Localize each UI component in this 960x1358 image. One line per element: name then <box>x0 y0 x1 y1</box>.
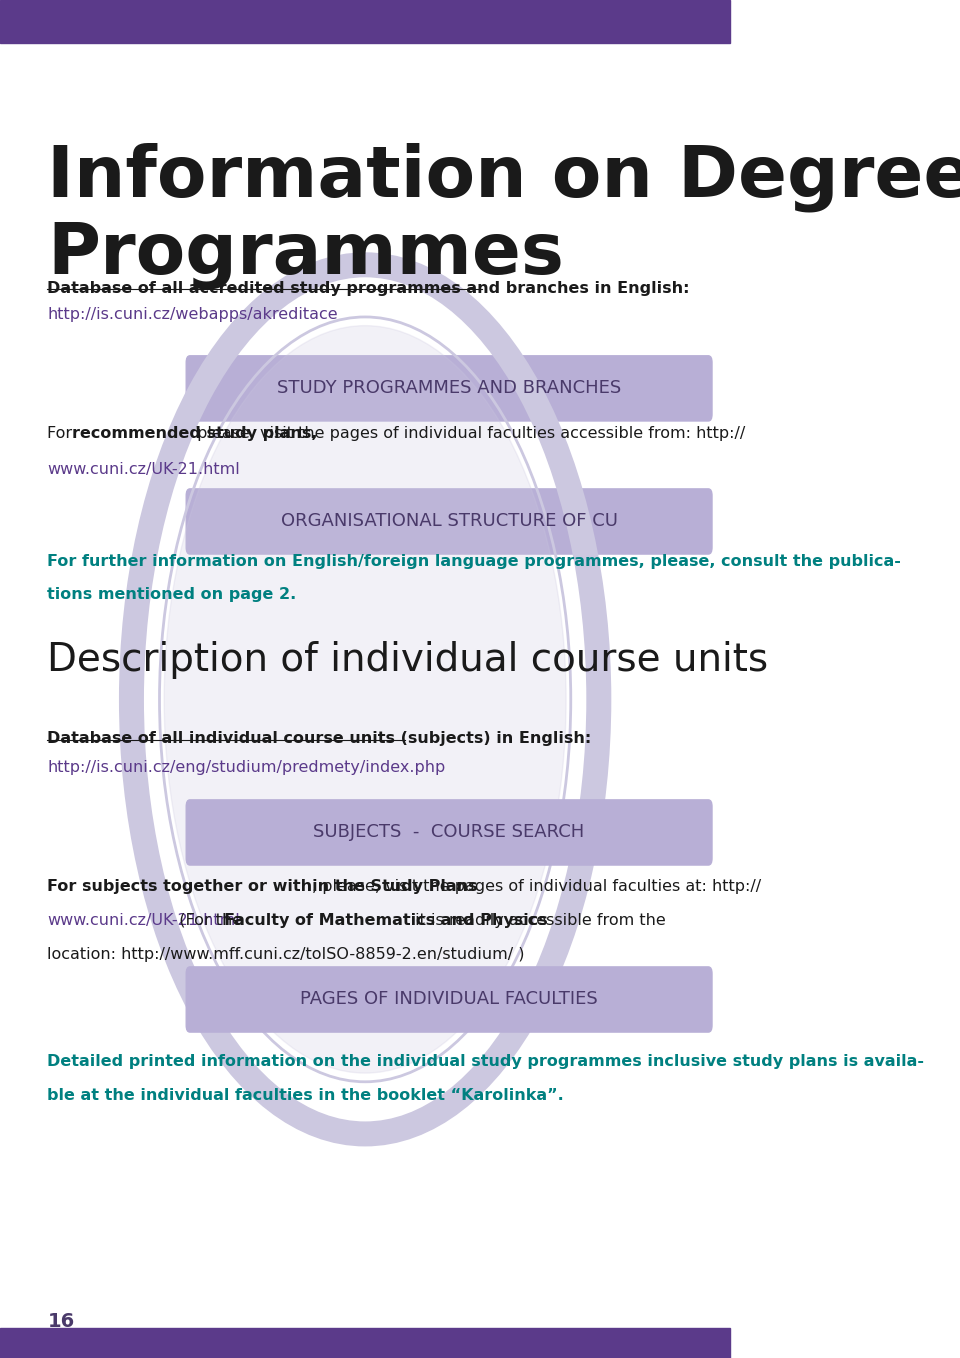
FancyBboxPatch shape <box>0 1328 731 1358</box>
Text: ORGANISATIONAL STRUCTURE OF CU: ORGANISATIONAL STRUCTURE OF CU <box>280 512 617 531</box>
Text: http://is.cuni.cz/eng/studium/predmety/index.php: http://is.cuni.cz/eng/studium/predmety/i… <box>47 760 445 775</box>
Text: PAGES OF INDIVIDUAL FACULTIES: PAGES OF INDIVIDUAL FACULTIES <box>300 990 598 1009</box>
Text: Detailed printed information on the individual study programmes inclusive study : Detailed printed information on the indi… <box>47 1054 924 1069</box>
Text: For: For <box>47 426 78 441</box>
FancyBboxPatch shape <box>186 800 712 865</box>
Text: Faculty of Mathematics and Physics: Faculty of Mathematics and Physics <box>225 913 548 928</box>
Text: For subjects together or within the Study Plans: For subjects together or within the Stud… <box>47 879 478 894</box>
Text: 16: 16 <box>47 1312 75 1331</box>
Text: STUDY PROGRAMMES AND BRANCHES: STUDY PROGRAMMES AND BRANCHES <box>277 379 621 398</box>
Circle shape <box>164 326 566 1073</box>
Text: location: http://www.mff.cuni.cz/toISO-8859-2.en/studium/ ): location: http://www.mff.cuni.cz/toISO-8… <box>47 947 525 961</box>
Text: SUBJECTS  -  COURSE SEARCH: SUBJECTS - COURSE SEARCH <box>314 823 585 842</box>
FancyBboxPatch shape <box>0 0 731 43</box>
Text: recommended study plans,: recommended study plans, <box>72 426 317 441</box>
Text: Programmes: Programmes <box>47 220 564 289</box>
Text: tions mentioned on page 2.: tions mentioned on page 2. <box>47 587 297 602</box>
Text: , please, visit the pages of individual faculties at: http://: , please, visit the pages of individual … <box>312 879 761 894</box>
Text: Database of all accredited study programmes and branches in English:: Database of all accredited study program… <box>47 281 690 296</box>
FancyBboxPatch shape <box>186 967 712 1032</box>
Text: please, visit the pages of individual faculties accessible from: http://: please, visit the pages of individual fa… <box>192 426 745 441</box>
Text: www.cuni.cz/UK-21.html: www.cuni.cz/UK-21.html <box>47 462 240 477</box>
Text: it is readily accessible from the: it is readily accessible from the <box>411 913 666 928</box>
FancyBboxPatch shape <box>186 489 712 554</box>
Text: Description of individual course units: Description of individual course units <box>47 641 769 679</box>
Text: For further information on English/foreign language programmes, please, consult : For further information on English/forei… <box>47 554 901 569</box>
Text: (For the: (For the <box>169 913 247 928</box>
FancyBboxPatch shape <box>186 356 712 421</box>
Text: Information on Degree: Information on Degree <box>47 143 960 212</box>
Text: Database of all individual course units (subjects) in English:: Database of all individual course units … <box>47 731 591 746</box>
Text: http://is.cuni.cz/webapps/akreditace: http://is.cuni.cz/webapps/akreditace <box>47 307 338 322</box>
Text: www.cuni.cz/UK-21.html: www.cuni.cz/UK-21.html <box>47 913 240 928</box>
Text: ble at the individual faculties in the booklet “Karolinka”.: ble at the individual faculties in the b… <box>47 1088 564 1103</box>
